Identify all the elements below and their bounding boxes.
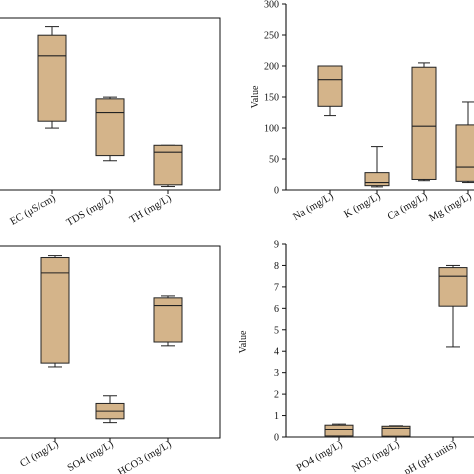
x-ticks	[338, 437, 454, 441]
x-ticks	[51, 190, 169, 194]
x-tick-label: TH (mg/L)	[128, 193, 174, 226]
y-tick-label: 8	[274, 261, 279, 272]
x-tick-label: K (mg/L)	[342, 191, 383, 221]
x-tick-label: pH (pH units)	[402, 439, 458, 474]
axis-lines	[285, 4, 474, 191]
y-tick-label: 300	[264, 0, 279, 11]
y-tick-label: 4	[274, 347, 279, 358]
x-tick-label: Mg (mg/L)	[427, 191, 474, 224]
x-tick-label: Ca (mg/L)	[386, 191, 430, 223]
x-tick-label: PO4 (mg/L)	[295, 439, 345, 474]
box-marks	[37, 26, 183, 188]
y-tick-label: 2	[274, 390, 279, 401]
x-tick-labels: Na (mg/L) K (mg/L) Ca (mg/L)Mg (mg/L)	[291, 191, 474, 224]
box	[153, 144, 183, 186]
box	[438, 267, 468, 307]
y-tick-label: 200	[264, 62, 279, 73]
y-tick-label: 0	[274, 433, 279, 444]
box	[317, 65, 343, 107]
y-axis-title: Value	[250, 85, 261, 108]
y-tick-label: 250	[264, 31, 279, 42]
panel-top-right: 0 50 100 150 200 250 300 Na (mg/L) K (mg/L) Ca (…	[250, 0, 474, 224]
box-marks	[324, 264, 468, 438]
panel-top-left: EC (μS/cm) TDS (mg/L) TH (mg/L)	[0, 17, 221, 229]
y-tick-label: 100	[264, 124, 279, 135]
box	[364, 172, 390, 187]
y-tick-label: 7	[274, 282, 279, 293]
box	[411, 66, 437, 180]
y-tick-label: 50	[269, 155, 279, 166]
y-ticks: 0 1 2 3 4 5 6 7 8 9	[274, 240, 286, 444]
box	[381, 425, 411, 437]
y-tick-label: 150	[264, 93, 279, 104]
box	[40, 257, 70, 364]
x-ticks	[329, 190, 469, 194]
x-tick-labels: Cl (mg/L) SO4 (mg/L) HCO3 (mg/L)	[18, 439, 174, 474]
x-tick-label: Na (mg/L)	[291, 191, 336, 223]
y-ticks: 0 50 100 150 200 250 300	[264, 0, 286, 197]
box-marks	[317, 62, 474, 188]
box-marks	[40, 255, 183, 424]
x-tick-label: HCO3 (mg/L)	[116, 439, 174, 474]
y-axis-title: Value	[238, 330, 249, 353]
panel-bottom-right: 0 1 2 3 4 5 6 7 8 9 PO4 (mg/L) NO3 (mg/L) pH (pH un…	[238, 240, 474, 474]
panel-bottom-left: Cl (mg/L) SO4 (mg/L) HCO3 (mg/L)	[0, 245, 221, 474]
x-tick-labels: EC (μS/cm) TDS (mg/L) TH (mg/L)	[8, 193, 173, 229]
box	[153, 297, 183, 343]
x-tick-label: TDS (mg/L)	[65, 193, 116, 229]
x-ticks	[54, 438, 169, 442]
y-tick-label: 3	[274, 368, 279, 379]
x-tick-label: NO3 (mg/L)	[350, 439, 402, 474]
box	[455, 124, 474, 182]
y-tick-label: 0	[274, 186, 279, 197]
y-tick-label: 6	[274, 304, 279, 315]
box	[95, 98, 125, 157]
x-tick-label: EC (μS/cm)	[8, 193, 57, 228]
y-tick-label: 1	[274, 411, 279, 422]
y-tick-label: 5	[274, 325, 279, 336]
x-tick-label: Cl (mg/L)	[18, 439, 61, 470]
x-tick-labels: PO4 (mg/L) NO3 (mg/L) pH (pH units)	[295, 439, 459, 474]
y-tick-label: 9	[274, 240, 279, 251]
x-tick-label: SO4 (mg/L)	[66, 439, 116, 474]
box	[324, 424, 354, 437]
box	[37, 34, 67, 122]
